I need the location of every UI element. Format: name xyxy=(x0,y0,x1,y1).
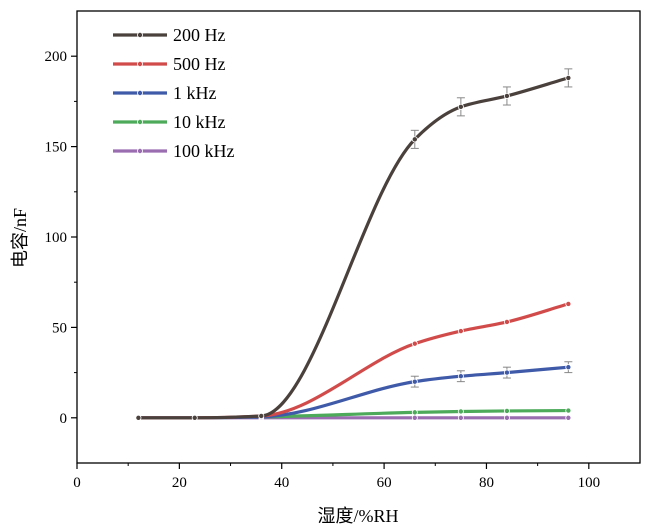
x-tick-label: 0 xyxy=(73,475,81,491)
y-tick-label: 50 xyxy=(52,320,67,336)
y-tick-label: 100 xyxy=(45,230,68,246)
legend-label: 500 Hz xyxy=(173,54,226,74)
legend-label: 1 kHz xyxy=(173,83,217,103)
data-point xyxy=(411,414,418,421)
y-tick-label: 150 xyxy=(45,140,68,156)
data-point xyxy=(457,414,464,421)
legend-marker xyxy=(136,32,143,39)
data-point xyxy=(565,414,572,421)
data-point xyxy=(457,373,464,380)
data-point xyxy=(565,364,572,371)
y-tick-label: 200 xyxy=(45,49,68,65)
legend-label: 100 kHz xyxy=(173,141,235,161)
x-axis-title: 湿度/%RH xyxy=(318,506,399,526)
data-point xyxy=(503,407,510,414)
data-point xyxy=(411,340,418,347)
data-point xyxy=(191,414,198,421)
data-point xyxy=(503,414,510,421)
data-point xyxy=(565,407,572,414)
legend-entry: 100 kHz xyxy=(113,141,235,161)
data-point xyxy=(565,300,572,307)
x-tick-label: 80 xyxy=(479,475,494,491)
series-0 xyxy=(135,68,573,421)
y-tick-label: 0 xyxy=(60,411,68,427)
data-point xyxy=(503,318,510,325)
data-point xyxy=(503,369,510,376)
x-tick-label: 100 xyxy=(578,475,601,491)
data-point xyxy=(503,92,510,99)
data-point xyxy=(457,408,464,415)
legend-marker xyxy=(136,90,143,97)
series-1 xyxy=(135,300,572,421)
legend-marker xyxy=(136,61,143,68)
data-point xyxy=(457,328,464,335)
data-point xyxy=(565,74,572,81)
y-axis-title: 电容/nF xyxy=(10,208,30,268)
data-point xyxy=(135,414,142,421)
legend-marker xyxy=(136,119,143,126)
legend-entry: 500 Hz xyxy=(113,54,226,74)
data-point xyxy=(411,409,418,416)
legend-entry: 10 kHz xyxy=(113,112,226,132)
data-point xyxy=(411,136,418,143)
x-tick-label: 20 xyxy=(172,475,187,491)
legend-label: 200 Hz xyxy=(173,25,226,45)
x-tick-label: 60 xyxy=(377,475,392,491)
legend-entry: 1 kHz xyxy=(113,83,217,103)
legend-marker xyxy=(136,147,143,154)
data-point xyxy=(457,103,464,110)
legend-entry: 200 Hz xyxy=(113,25,226,45)
series-line xyxy=(136,302,570,420)
legend-label: 10 kHz xyxy=(173,112,226,132)
x-tick-label: 40 xyxy=(274,475,289,491)
data-point xyxy=(258,412,265,419)
data-point xyxy=(411,378,418,385)
